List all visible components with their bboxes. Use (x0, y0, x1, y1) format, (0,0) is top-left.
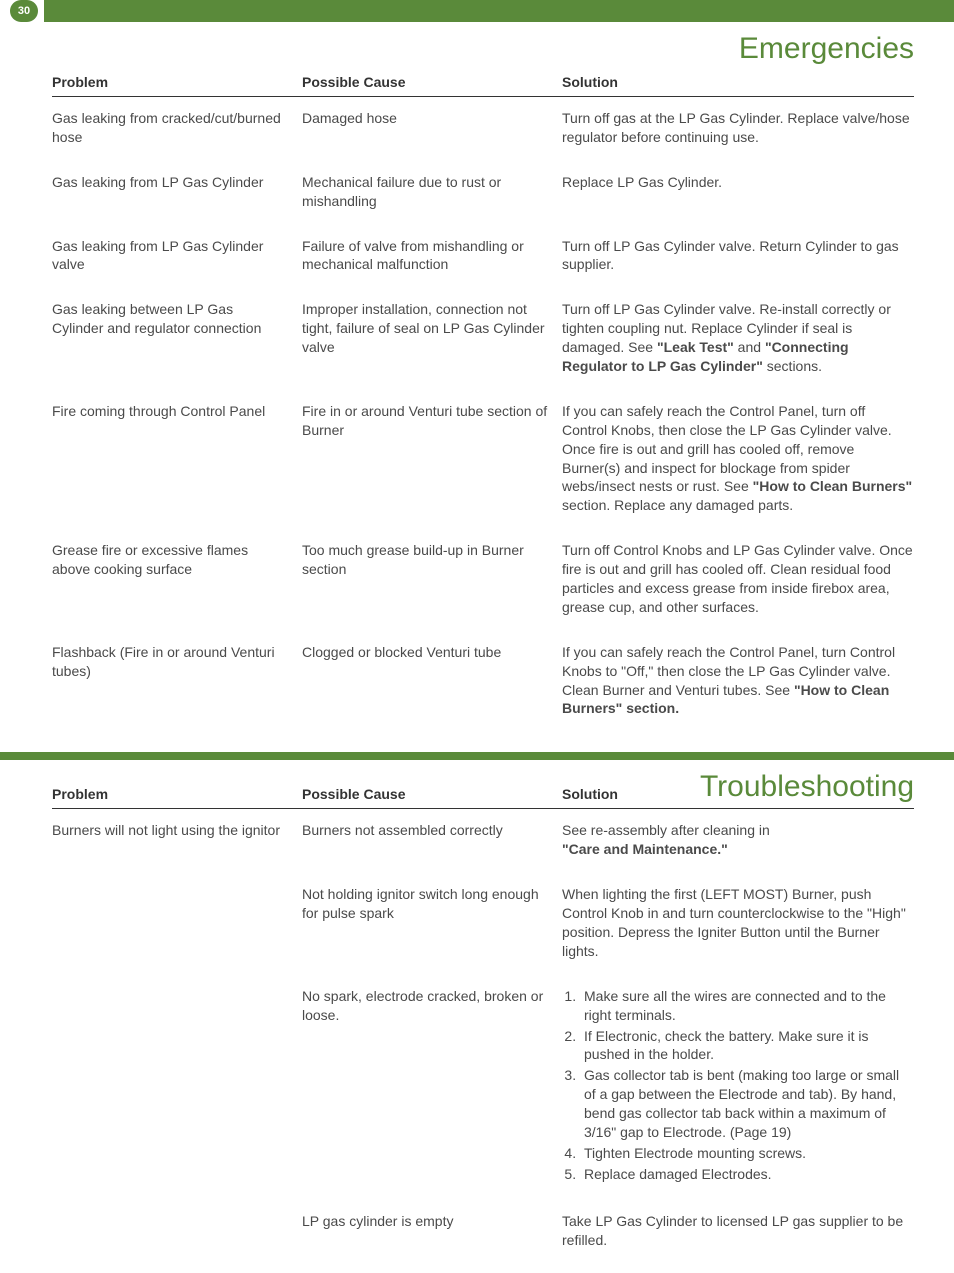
list-item: Make sure all the wires are connected an… (580, 987, 914, 1025)
header-solution: Solution (562, 786, 914, 802)
cell-problem (52, 987, 302, 1186)
cell-solution: If you can safely reach the Control Pane… (562, 643, 914, 719)
table-header: Problem Possible Cause Solution (52, 74, 914, 97)
section-title-emergencies: Emergencies (0, 28, 954, 74)
emergencies-table: Problem Possible Cause Solution Gas leak… (0, 74, 954, 752)
cell-solution: Turn off LP Gas Cylinder valve. Re-insta… (562, 300, 914, 376)
solution-text: sections. (763, 358, 822, 374)
table-row: Burners will not light using the ignitor… (52, 809, 914, 873)
solution-list: Make sure all the wires are connected an… (562, 987, 914, 1184)
cell-cause: Too much grease build-up in Burner secti… (302, 541, 562, 617)
cell-solution: Take LP Gas Cylinder to licensed LP gas … (562, 1212, 914, 1250)
cell-cause: Mechanical failure due to rust or mishan… (302, 173, 562, 211)
cell-solution: When lighting the first (LEFT MOST) Burn… (562, 885, 914, 961)
table-header: Problem Possible Cause Solution (52, 786, 914, 809)
list-item: If Electronic, check the battery. Make s… (580, 1027, 914, 1065)
cell-problem: Gas leaking from cracked/cut/burned hose (52, 109, 302, 147)
solution-bold: "Care and Maintenance." (562, 841, 728, 857)
header-cause: Possible Cause (302, 786, 562, 802)
troubleshooting-table: Problem Possible Cause Solution Burners … (0, 786, 954, 1273)
table-row: LP gas cylinder is empty Take LP Gas Cyl… (52, 1200, 914, 1254)
cell-solution: If you can safely reach the Control Pane… (562, 402, 914, 515)
cell-problem: Burners will not light using the ignitor (52, 821, 302, 859)
cell-problem: Gas leaking from LP Gas Cylinder (52, 173, 302, 211)
cell-cause: LP gas cylinder is empty (302, 1212, 562, 1250)
cell-solution: See re-assembly after cleaning in "Care … (562, 821, 914, 859)
solution-text: section. Replace any damaged parts. (562, 497, 793, 513)
page-number-badge: 30 (10, 0, 38, 22)
cell-cause: Fire in or around Venturi tube section o… (302, 402, 562, 515)
cell-solution: Turn off Control Knobs and LP Gas Cylind… (562, 541, 914, 617)
cell-problem: Flashback (Fire in or around Venturi tub… (52, 643, 302, 719)
cell-solution: Turn off LP Gas Cylinder valve. Return C… (562, 237, 914, 275)
cell-cause: Damaged hose (302, 109, 562, 147)
table-row: Gas leaking between LP Gas Cylinder and … (52, 288, 914, 390)
cell-problem: Grease fire or excessive flames above co… (52, 541, 302, 617)
cell-cause: Failure of valve from mishandling or mec… (302, 237, 562, 275)
header-problem: Problem (52, 74, 302, 90)
header-problem: Problem (52, 786, 302, 802)
list-item: Replace damaged Electrodes. (580, 1165, 914, 1184)
cell-solution: Turn off gas at the LP Gas Cylinder. Rep… (562, 109, 914, 147)
header-solution: Solution (562, 74, 914, 90)
list-item: Tighten Electrode mounting screws. (580, 1144, 914, 1163)
solution-text: See re-assembly after cleaning in (562, 822, 770, 838)
table-row: Gas leaking from LP Gas Cylinder Mechani… (52, 161, 914, 225)
header-stripe (44, 0, 954, 22)
cell-problem: Gas leaking between LP Gas Cylinder and … (52, 300, 302, 376)
divider-stripe (0, 752, 954, 760)
table-row: Not holding ignitor switch long enough f… (52, 873, 914, 975)
cell-problem (52, 885, 302, 961)
cell-cause: Clogged or blocked Venturi tube (302, 643, 562, 719)
cell-cause: Improper installation, connection not ti… (302, 300, 562, 376)
cell-solution: Replace LP Gas Cylinder. (562, 173, 914, 211)
cell-problem (52, 1212, 302, 1250)
list-item: Gas collector tab is bent (making too la… (580, 1066, 914, 1142)
table-row: Gas leaking from cracked/cut/burned hose… (52, 97, 914, 161)
table-row: Flashback (Fire in or around Venturi tub… (52, 631, 914, 733)
cell-problem: Fire coming through Control Panel (52, 402, 302, 515)
cell-cause: No spark, electrode cracked, broken or l… (302, 987, 562, 1186)
table-row: Gas leaking from LP Gas Cylinder valve F… (52, 225, 914, 289)
header-cause: Possible Cause (302, 74, 562, 90)
cell-solution: Make sure all the wires are connected an… (562, 987, 914, 1186)
cell-cause: Not holding ignitor switch long enough f… (302, 885, 562, 961)
cell-problem: Gas leaking from LP Gas Cylinder valve (52, 237, 302, 275)
solution-text: and (734, 339, 765, 355)
solution-bold: "Leak Test" (657, 339, 734, 355)
solution-bold: "How to Clean Burners" (753, 478, 913, 494)
table-row: Fire coming through Control Panel Fire i… (52, 390, 914, 529)
table-row: Grease fire or excessive flames above co… (52, 529, 914, 631)
cell-cause: Burners not assembled correctly (302, 821, 562, 859)
table-row: No spark, electrode cracked, broken or l… (52, 975, 914, 1200)
header-bar: 30 (0, 0, 954, 22)
